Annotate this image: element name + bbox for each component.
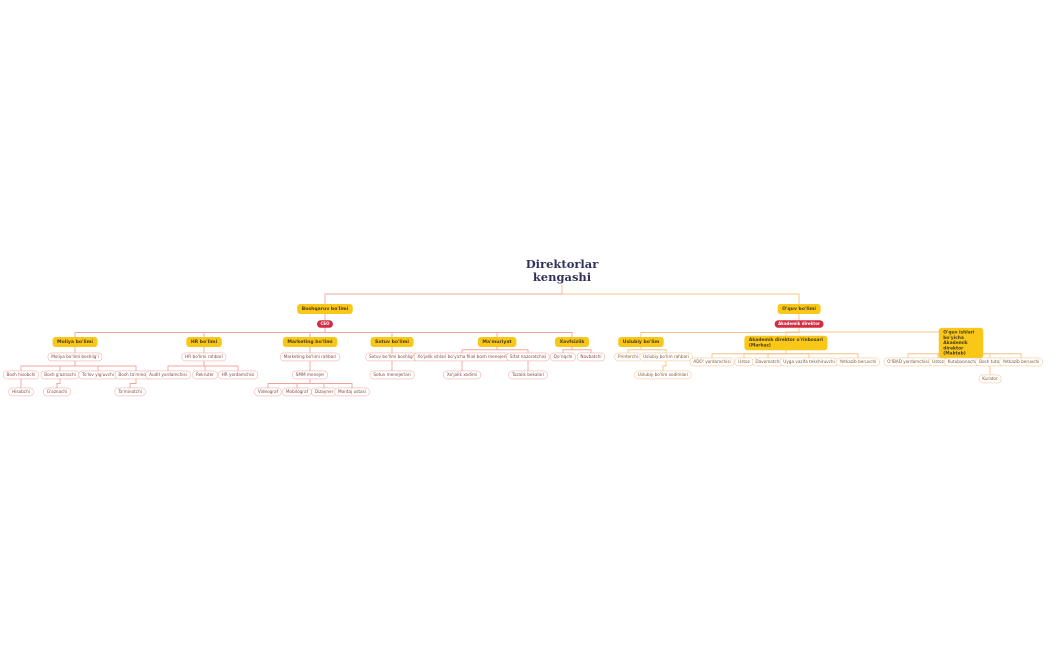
node-taminotchi[interactable]: Ta'minotchi (114, 387, 146, 397)
node-yetkazib_maktab[interactable]: Yetkazib beruvchi (999, 357, 1043, 367)
node-ado_markaz[interactable]: Akademik direktor o'rinbosari (Markaz) (744, 335, 828, 351)
node-ustoz_markaz[interactable]: Ustoz (734, 357, 754, 367)
node-uyga_vazifa[interactable]: Uyga vazifa tekshiruvchi (779, 357, 839, 367)
node-videograf[interactable]: Videograf (254, 387, 282, 397)
node-kurator[interactable]: Kurator (978, 374, 1002, 384)
node-akademik_direktor[interactable]: Akademik direktor (774, 320, 824, 328)
node-xavfsizlik[interactable]: Xavfsizlik (555, 336, 589, 348)
node-sotuv[interactable]: Sotuv bo'limi (370, 336, 414, 348)
node-mobilograf[interactable]: Mobilograf (282, 387, 312, 397)
node-hr[interactable]: HR bo'limi (186, 336, 222, 348)
node-marketing[interactable]: Marketing bo'limi (282, 336, 338, 348)
node-smm[interactable]: SMM menejer (292, 370, 328, 380)
node-moliya[interactable]: Moliya bo'limi (52, 336, 98, 348)
node-dizayner[interactable]: Dizayner (311, 387, 337, 397)
connector-uslubiy_rahbari-to-uslubiy_xodimlari (662, 357, 667, 375)
connector-moliya_boshligi-to-bosh_taminotchi (74, 357, 137, 375)
node-uslubiy[interactable]: Uslubiy bo'lim (618, 336, 664, 348)
node-hr_rahbari[interactable]: HR bo'limi rahbari (181, 352, 227, 362)
node-sotuv_boshligi[interactable]: Sotuv bo'limi boshlig'i (365, 352, 419, 362)
node-mamuriyat[interactable]: Ma'muriyat (477, 336, 517, 348)
connector-hr_rahbari-to-hr_yordamchisi (203, 357, 239, 375)
node-sifat_nazoratchisi[interactable]: Sifat nazoratchisi (506, 352, 550, 362)
node-uslubiy_rahbari[interactable]: Uslubiy bo'lim rahbari (639, 352, 693, 362)
node-rekruter[interactable]: Rekruter (192, 370, 218, 380)
node-xojalik_menejeri[interactable]: Xo'jalik ishlari bo'yicha filial bosh me… (413, 352, 511, 362)
node-oibad_yordamchisi[interactable]: O'IBAD yordamchisi (883, 357, 933, 367)
node-yetkazib_markaz[interactable]: Yetkazib beruvchi (836, 357, 880, 367)
node-gaznachi[interactable]: G'aznachi (43, 387, 71, 397)
node-hisobchi[interactable]: Hisobchi (8, 387, 34, 397)
node-kutubxonachi[interactable]: Kutubxonachi (944, 357, 980, 367)
node-montaj_ustasi[interactable]: Montaj ustasi (334, 387, 370, 397)
node-uslubiy_xodimlari[interactable]: Uslubiy bo'lim xodimlari (634, 370, 692, 380)
node-oquv[interactable]: O'quv bo'limi (777, 303, 821, 315)
node-sotuv_menejerlari[interactable]: Sotuv menejerlari (369, 370, 415, 380)
node-tolov_yiguvchi[interactable]: To'lov yig'uvchi (78, 370, 118, 380)
node-xojalik_xodimi[interactable]: Xo'jalik xodimi (443, 370, 481, 380)
diagram-title: Direktorlar kengashi (521, 256, 603, 286)
node-ado_yordamchisi[interactable]: ADO' yordamchisi (689, 357, 735, 367)
node-bosh_gaznachi[interactable]: Bosh g'aznachi (40, 370, 80, 380)
node-moliya_boshligi[interactable]: Moliya bo'limi boshlig'i (47, 352, 103, 362)
node-navbatchi[interactable]: Navbatchi (576, 352, 606, 362)
node-hr_yordamchisi[interactable]: HR yordamchisi (218, 370, 258, 380)
connector-ceo-to-xavfsizlik (324, 324, 573, 342)
node-qoriqchi[interactable]: Qo'riqchi (550, 352, 576, 362)
node-oibad_maktab[interactable]: O'quv ishlari bo'yicha Akademik direktor… (938, 327, 984, 359)
node-printerchi[interactable]: Printerchi (614, 352, 642, 362)
node-bosh_hisobchi[interactable]: Bosh hisobchi (3, 370, 39, 380)
node-tozalik_bekalari[interactable]: Tozalik bekalari (508, 370, 548, 380)
node-marketing_rahbari[interactable]: Marketing bo'limi rahbari (280, 352, 340, 362)
node-ceo[interactable]: CEO (316, 320, 334, 328)
node-audit_yordamchisi[interactable]: Audit yordamchisi (145, 370, 191, 380)
node-boshqaruv[interactable]: Boshqaruv bo'limi (297, 303, 353, 315)
